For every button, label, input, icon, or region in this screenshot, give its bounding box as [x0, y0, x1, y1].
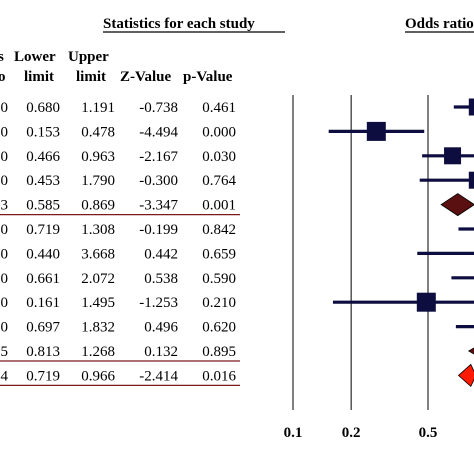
column-header-ratio-1: s: [0, 49, 4, 65]
row-p-value-1: 0.000: [202, 124, 236, 140]
row-lower-limit-2: 0.466: [26, 149, 60, 165]
row-z-value-0: -0.738: [139, 100, 178, 116]
row-lower-limit-4: 0.585: [26, 198, 60, 214]
row-p-value-6: 0.659: [202, 246, 236, 262]
row-z-value-9: 0.496: [144, 320, 178, 336]
row-upper-limit-7: 2.072: [81, 271, 115, 287]
row-z-value-8: -1.253: [139, 295, 178, 311]
row-z-value-4: -3.347: [139, 198, 178, 214]
row-p-value-9: 0.620: [202, 320, 236, 336]
summary-diamond-4: [440, 193, 474, 217]
stats-header: Statistics for each study: [103, 16, 255, 32]
row-upper-limit-8: 1.495: [81, 295, 115, 311]
row-lower-limit-9: 0.697: [26, 320, 60, 336]
row-z-value-5: -0.199: [139, 222, 178, 238]
row-p-value-4: 0.001: [202, 198, 236, 214]
row-odds-ratio-6: 0: [1, 246, 9, 262]
row-odds-ratio-0: 0: [1, 100, 9, 116]
row-upper-limit-10: 1.268: [81, 344, 115, 360]
axis-tick-label-0.5: 0.5: [419, 425, 438, 441]
column-header-z: Z-Value: [120, 69, 171, 85]
point-estimate-square-8: [416, 292, 436, 312]
row-p-value-10: 0.895: [202, 344, 236, 360]
row-lower-limit-1: 0.153: [26, 124, 60, 140]
row-lower-limit-6: 0.440: [26, 246, 60, 262]
row-upper-limit-11: 0.966: [81, 368, 115, 384]
row-lower-limit-7: 0.661: [26, 271, 60, 287]
row-odds-ratio-10: 5: [1, 344, 9, 360]
point-estimate-square-2: [444, 147, 462, 165]
row-odds-ratio-5: 0: [1, 222, 9, 238]
summary-diamond-10: [467, 347, 474, 355]
point-estimate-square-3: [468, 171, 474, 189]
summary-diamond-11: [457, 363, 474, 388]
column-header-upper-1: Upper: [68, 49, 109, 65]
row-p-value-3: 0.764: [202, 173, 236, 189]
row-upper-limit-4: 0.869: [81, 198, 115, 214]
row-z-value-10: 0.132: [144, 344, 178, 360]
row-odds-ratio-8: 0: [1, 295, 9, 311]
row-z-value-1: -4.494: [139, 124, 178, 140]
row-upper-limit-5: 1.308: [81, 222, 115, 238]
axis-tick-label-0.2: 0.2: [342, 425, 361, 441]
column-header-ratio-2: o: [0, 69, 6, 85]
plot-header: Odds ratio: [405, 16, 474, 32]
row-lower-limit-0: 0.680: [26, 100, 60, 116]
point-estimate-square-1: [366, 121, 386, 141]
statistics-table: 0 0.680 1.191 -0.738 0.461 0 0.153 0.478 -4.494 0…: [0, 100, 240, 386]
row-odds-ratio-9: 0: [1, 320, 9, 336]
row-upper-limit-6: 3.668: [81, 246, 115, 262]
row-p-value-8: 0.210: [202, 295, 236, 311]
axis-tick-label-0.1: 0.1: [284, 425, 303, 441]
row-lower-limit-10: 0.813: [26, 344, 60, 360]
column-header-upper-2: limit: [76, 69, 106, 85]
row-p-value-11: 0.016: [202, 368, 236, 384]
row-lower-limit-5: 0.719: [26, 222, 60, 238]
row-p-value-0: 0.461: [202, 100, 236, 116]
row-lower-limit-3: 0.453: [26, 173, 60, 189]
forest-plot: 0.1 0.2 0.5: [284, 95, 474, 441]
row-odds-ratio-7: 0: [1, 271, 9, 287]
row-z-value-7: 0.538: [144, 271, 178, 287]
row-upper-limit-3: 1.790: [81, 173, 115, 189]
column-header-p: p-Value: [183, 69, 233, 85]
row-lower-limit-11: 0.719: [26, 368, 60, 384]
row-p-value-7: 0.590: [202, 271, 236, 287]
column-header-lower-2: limit: [24, 69, 54, 85]
row-upper-limit-2: 0.963: [81, 149, 115, 165]
row-p-value-5: 0.842: [202, 222, 236, 238]
row-z-value-6: 0.442: [144, 246, 178, 262]
row-upper-limit-1: 0.478: [81, 124, 115, 140]
row-p-value-2: 0.030: [202, 149, 236, 165]
row-upper-limit-9: 1.832: [81, 320, 115, 336]
row-z-value-3: -0.300: [139, 173, 178, 189]
point-estimate-square-0: [468, 98, 474, 116]
column-header-lower-1: Lower: [14, 49, 56, 65]
row-odds-ratio-1: 0: [1, 124, 9, 140]
row-z-value-11: -2.414: [139, 368, 178, 384]
row-odds-ratio-3: 0: [1, 173, 9, 189]
header-group: Statistics for each study Odds ratio s o…: [0, 16, 474, 85]
row-z-value-2: -2.167: [139, 149, 178, 165]
row-upper-limit-0: 1.191: [81, 100, 115, 116]
row-lower-limit-8: 0.161: [26, 295, 60, 311]
row-odds-ratio-11: 4: [1, 368, 9, 384]
row-odds-ratio-2: 0: [1, 149, 9, 165]
row-odds-ratio-4: 3: [1, 198, 9, 214]
